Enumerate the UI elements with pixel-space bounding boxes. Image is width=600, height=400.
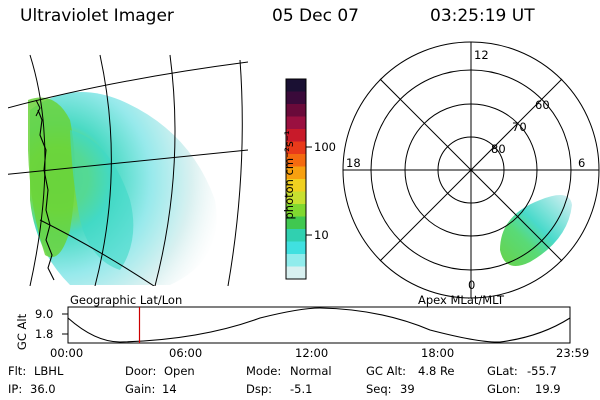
coastline — [37, 109, 55, 281]
date-label: 05 Dec 07 — [272, 6, 359, 26]
polar-plot — [342, 41, 600, 299]
seq-value: 39 — [400, 382, 415, 396]
colorbar-segment — [286, 241, 306, 255]
glon-value: 19.9 — [535, 382, 561, 396]
geo-map-label: Geographic Lat/Lon — [70, 293, 183, 307]
mode-value: Normal — [290, 364, 332, 378]
instrument-title: Ultraviolet Imager — [20, 6, 174, 26]
time-tick-2359: 23:59 — [556, 346, 590, 360]
colorbar-segment — [286, 104, 306, 117]
time-label: 03:25:19 UT — [430, 6, 535, 26]
mlat-label-70: 70 — [512, 120, 527, 134]
colorbar-segment — [286, 204, 306, 217]
colorbar-segment — [286, 179, 306, 192]
time-tick-1200: 12:00 — [295, 346, 329, 360]
glat-label: GLat: — [487, 364, 518, 378]
mode-label: Mode: — [246, 364, 282, 378]
aurora-emission-polar — [500, 195, 572, 266]
altitude-track-plot — [62, 306, 571, 344]
colorbar-segment — [286, 254, 306, 267]
colorbar-segment — [286, 229, 306, 242]
ip-label: IP: — [8, 382, 23, 396]
dsp-value: -5.1 — [290, 382, 313, 396]
altitude-curve — [67, 307, 571, 343]
colorbar — [286, 79, 306, 280]
colorbar-segment — [286, 129, 306, 142]
door-value: Open — [164, 364, 195, 378]
mlt-label-6: 6 — [578, 156, 586, 170]
seq-label: Seq: — [366, 382, 392, 396]
glon-label: GLon: — [487, 382, 521, 396]
gain-value: 14 — [162, 382, 177, 396]
time-tick-0600: 06:00 — [169, 346, 203, 360]
mlat-label-60: 60 — [535, 98, 550, 112]
geo-map-area — [8, 54, 248, 286]
colorbar-segment — [286, 216, 306, 230]
mlt-label-18: 18 — [346, 156, 361, 170]
polar-plot-label: Apex MLat/MLT — [418, 293, 505, 307]
colorbar-segment — [286, 266, 306, 280]
time-tick-0000: 00:00 — [50, 346, 84, 360]
mlt-label-12: 12 — [474, 48, 489, 62]
alt-tick-9: 9.0 — [35, 307, 54, 321]
filter-value: LBHL — [34, 364, 64, 378]
gain-label: Gain: — [125, 382, 156, 396]
glat-value: -55.7 — [527, 364, 557, 378]
colorbar-segment — [286, 166, 306, 180]
gcalt-label: GC Alt: — [366, 364, 407, 378]
filter-label: Flt: — [8, 364, 27, 378]
alt-axis-label: GC Alt — [15, 313, 29, 351]
colorbar-segment — [286, 191, 306, 205]
mlt-label-0: 0 — [468, 278, 476, 292]
door-label: Door: — [125, 364, 157, 378]
colorbar-segment — [286, 91, 306, 105]
dsp-label: Dsp: — [246, 382, 273, 396]
alt-tick-1-8: 1.8 — [35, 327, 54, 341]
colorbar-unit-label: photon cm⁻²s⁻¹ — [282, 130, 296, 220]
colorbar-tick-10: 10 — [314, 228, 329, 242]
colorbar-segment — [286, 79, 306, 92]
mlat-label-80: 80 — [491, 142, 506, 156]
colorbar-segment — [286, 141, 306, 155]
colorbar-segment — [286, 116, 306, 130]
time-tick-1800: 18:00 — [421, 346, 455, 360]
gcalt-value: 4.8 Re — [418, 364, 455, 378]
colorbar-segment — [286, 154, 306, 167]
colorbar-tick-100: 100 — [314, 140, 336, 154]
ip-value: 36.0 — [30, 382, 56, 396]
